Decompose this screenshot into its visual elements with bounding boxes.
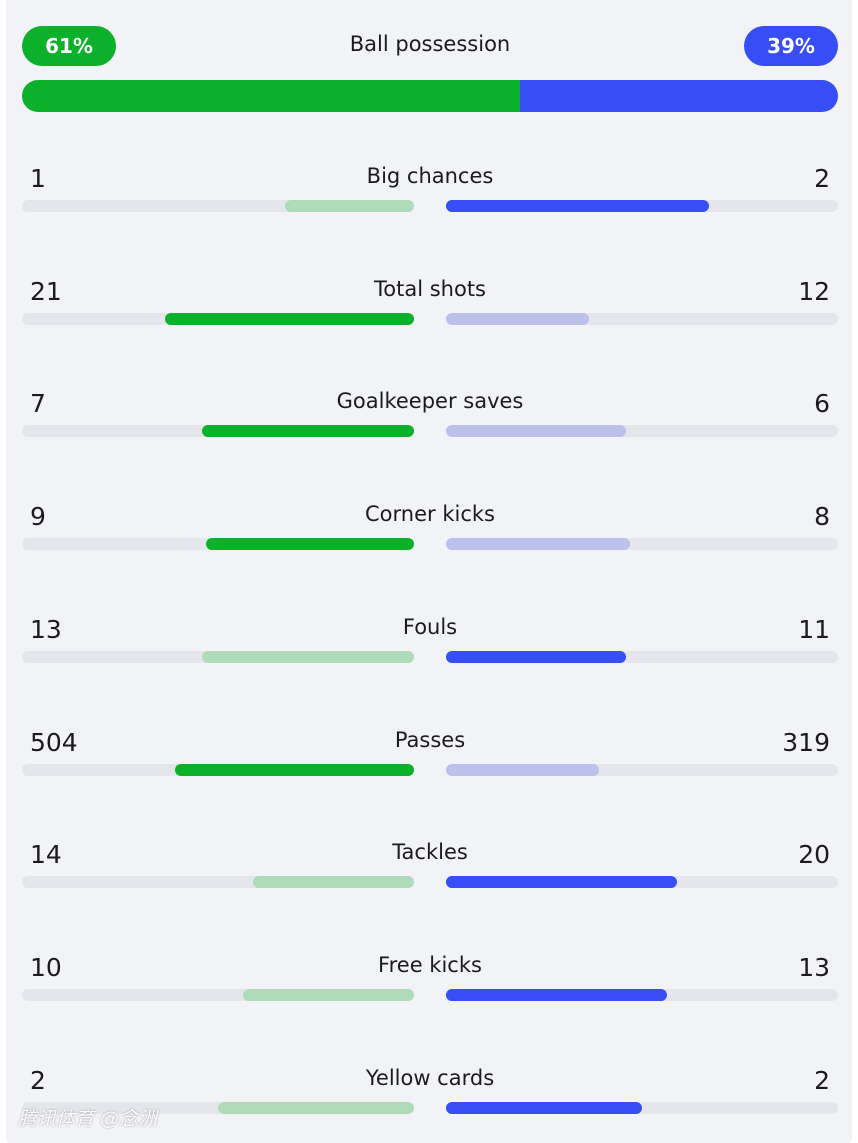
home-stat-bar bbox=[22, 764, 414, 776]
away-stat-bar bbox=[446, 651, 838, 663]
home-stat-bar bbox=[22, 538, 414, 550]
ball-possession-bar bbox=[22, 80, 838, 112]
home-stat-value: 504 bbox=[30, 728, 78, 757]
home-stat-bar bbox=[22, 200, 414, 212]
stat-row: 1 Big chances 2 bbox=[22, 164, 838, 234]
home-stat-value: 1 bbox=[30, 164, 46, 193]
home-stat-value: 9 bbox=[30, 502, 46, 531]
stat-label: Passes bbox=[394, 728, 466, 752]
away-stat-bar bbox=[446, 425, 838, 437]
away-stat-value: 8 bbox=[814, 502, 830, 531]
home-stat-fill bbox=[202, 425, 414, 437]
watermark: 腾讯体育 @念洲 bbox=[18, 1108, 158, 1130]
home-stat-bar bbox=[22, 651, 414, 663]
away-stat-value: 319 bbox=[782, 728, 830, 757]
away-stat-fill bbox=[446, 538, 631, 550]
away-stat-bar bbox=[446, 538, 838, 550]
stat-row: 14 Tackles 20 bbox=[22, 840, 838, 910]
away-stat-fill bbox=[446, 876, 678, 888]
stat-row: 10 Free kicks 13 bbox=[22, 953, 838, 1023]
stat-row: 9 Corner kicks 8 bbox=[22, 502, 838, 572]
home-stat-fill bbox=[206, 538, 414, 550]
stat-label: Big chances bbox=[366, 164, 494, 188]
stat-row: 13 Fouls 11 bbox=[22, 615, 838, 685]
away-stat-fill bbox=[446, 989, 668, 1001]
away-possession-segment bbox=[519, 80, 838, 112]
home-stat-value: 2 bbox=[30, 1066, 46, 1095]
stat-label: Free kicks bbox=[378, 953, 482, 977]
ball-possession-header: 61% Ball possession 39% bbox=[22, 26, 838, 68]
away-stat-bar bbox=[446, 313, 838, 325]
away-stat-value: 13 bbox=[798, 953, 830, 982]
away-stat-fill bbox=[446, 1102, 642, 1114]
stat-label: Tackles bbox=[392, 840, 468, 864]
away-stat-bar bbox=[446, 989, 838, 1001]
away-stat-value: 6 bbox=[814, 389, 830, 418]
home-stat-fill bbox=[253, 876, 414, 888]
stat-label: Corner kicks bbox=[365, 502, 495, 526]
away-stat-fill bbox=[446, 425, 627, 437]
home-stat-bar bbox=[22, 989, 414, 1001]
away-stat-fill bbox=[446, 200, 709, 212]
ball-possession-title: Ball possession bbox=[349, 32, 511, 56]
home-stat-bar bbox=[22, 425, 414, 437]
home-stat-fill bbox=[218, 1102, 414, 1114]
home-stat-value: 7 bbox=[30, 389, 46, 418]
stat-row: 7 Goalkeeper saves 6 bbox=[22, 389, 838, 459]
home-possession-segment bbox=[22, 80, 520, 112]
home-stat-value: 10 bbox=[30, 953, 62, 982]
home-stat-value: 13 bbox=[30, 615, 62, 644]
stat-row: 21 Total shots 12 bbox=[22, 277, 838, 347]
stat-label: Total shots bbox=[374, 277, 486, 301]
away-stat-fill bbox=[446, 764, 599, 776]
away-possession-badge: 39% bbox=[744, 26, 838, 66]
stat-label: Fouls bbox=[402, 615, 458, 639]
home-stat-fill bbox=[243, 989, 414, 1001]
away-stat-value: 20 bbox=[798, 840, 830, 869]
stat-row: 2 Yellow cards 2 bbox=[22, 1066, 838, 1136]
away-stat-value: 11 bbox=[798, 615, 830, 644]
home-stat-fill bbox=[284, 200, 414, 212]
away-stat-fill bbox=[446, 651, 627, 663]
match-statistics-card bbox=[6, 0, 852, 1143]
away-stat-bar bbox=[446, 200, 838, 212]
away-stat-value: 2 bbox=[814, 164, 830, 193]
away-stat-fill bbox=[446, 313, 590, 325]
home-stat-value: 21 bbox=[30, 277, 62, 306]
home-stat-bar bbox=[22, 876, 414, 888]
stat-label: Yellow cards bbox=[365, 1066, 495, 1090]
home-stat-fill bbox=[202, 651, 414, 663]
away-stat-value: 2 bbox=[814, 1066, 830, 1095]
away-stat-bar bbox=[446, 876, 838, 888]
home-stat-bar bbox=[22, 1102, 414, 1114]
home-stat-bar bbox=[22, 313, 414, 325]
home-stat-fill bbox=[165, 313, 414, 325]
home-stat-fill bbox=[174, 764, 414, 776]
away-stat-bar bbox=[446, 764, 838, 776]
away-stat-value: 12 bbox=[798, 277, 830, 306]
stat-label: Goalkeeper saves bbox=[336, 389, 524, 413]
home-stat-value: 14 bbox=[30, 840, 62, 869]
stat-row: 504 Passes 319 bbox=[22, 728, 838, 798]
away-stat-bar bbox=[446, 1102, 838, 1114]
home-possession-badge: 61% bbox=[22, 26, 116, 66]
